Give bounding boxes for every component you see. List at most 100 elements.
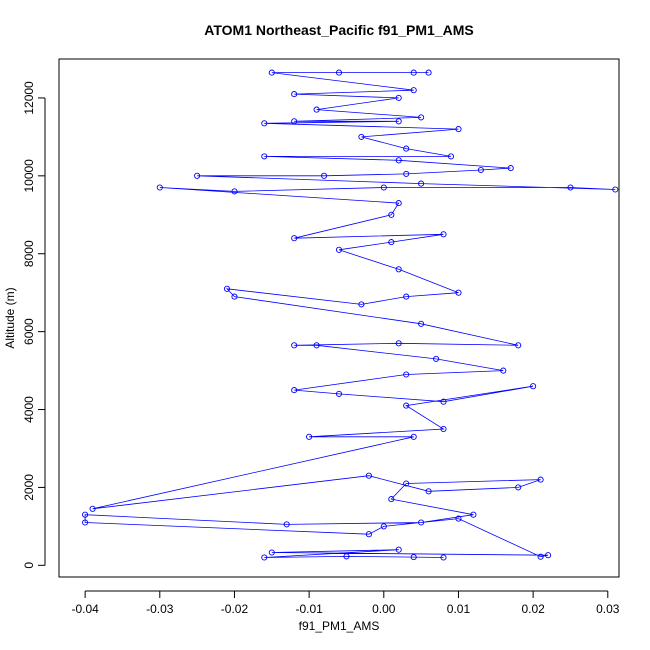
data-series [82,69,619,561]
data-point [515,484,522,491]
x-axis: -0.04 -0.03 -0.02 -0.01 0.00 0.01 0.02 0.03 [71,590,620,616]
y-axis: 0 2000 4000 6000 8000 10000 12000 [22,81,46,569]
x-tick-label: -0.04 [71,602,99,616]
data-point [612,186,619,193]
data-point [388,496,395,503]
data-point [440,425,447,433]
data-point [500,367,507,374]
data-point [410,69,417,76]
data-point [335,69,343,76]
chart-title: ATOM1 Northeast_Pacific f91_PM1_AMS [204,22,473,38]
data-point [403,293,410,300]
x-tick-label: -0.02 [221,602,249,616]
data-point [380,184,387,191]
x-tick-label: 0.03 [596,602,620,616]
data-point [403,402,410,409]
data-point [388,239,395,246]
data-point [395,157,402,164]
data-point [418,180,425,187]
data-point [231,293,238,300]
y-tick-label: 10000 [22,159,36,193]
data-point [306,433,313,440]
data-point [395,200,402,207]
data-point [418,320,425,327]
data-point [403,145,410,152]
data-point [268,69,275,76]
data-point [388,211,395,218]
y-tick-label: 0 [22,562,36,569]
data-point [395,546,402,553]
data-point [291,235,298,242]
data-point [261,554,268,561]
data-point [507,165,514,172]
data-point [223,285,231,292]
data-point [335,390,343,397]
data-point [261,153,268,160]
data-point [380,523,387,530]
data-point [395,340,402,347]
data-point [291,342,298,349]
y-tick-label: 6000 [22,318,36,345]
data-point [447,153,455,160]
series-line [84,72,616,558]
x-tick-label: 0.02 [521,602,545,616]
data-point [313,106,320,113]
data-point [358,301,365,308]
data-point [410,433,417,440]
data-point [395,266,402,273]
y-tick-label: 4000 [22,396,36,423]
data-point [358,133,365,140]
data-point [545,552,552,559]
data-point [530,383,537,390]
data-point [403,480,410,487]
data-point [455,289,462,296]
plot-frame [58,58,620,578]
data-point [537,553,544,560]
y-tick-label: 2000 [22,474,36,501]
data-point [321,172,328,179]
data-point [82,511,89,518]
data-point [403,371,410,378]
data-point [194,172,201,179]
data-point [365,531,372,538]
data-point [440,554,447,561]
data-point [470,511,477,518]
data-point [82,519,89,526]
data-point [156,184,163,191]
data-point [403,170,410,177]
data-point [440,231,447,238]
x-axis-label: f91_PM1_AMS [299,619,380,633]
y-tick-label: 12000 [22,81,36,115]
x-tick-label: 0.01 [447,602,471,616]
y-axis-label: Altitude (m) [3,287,17,348]
data-point [291,91,298,98]
x-tick-label: -0.03 [146,602,174,616]
data-point [455,515,462,522]
data-point [343,553,350,560]
data-point [261,120,268,127]
data-point [291,118,298,125]
data-point [395,118,402,125]
data-point [440,398,447,405]
data-point [433,355,440,362]
data-point [365,472,372,479]
data-point [537,476,544,483]
x-tick-label: -0.01 [295,602,323,616]
data-point [410,554,417,561]
data-point [425,69,432,76]
data-point [89,505,96,512]
data-point [410,87,417,94]
data-point [313,342,320,349]
data-point [425,488,432,495]
data-point [515,342,522,349]
data-point [455,126,462,133]
data-point [268,549,275,556]
data-point [418,114,425,121]
y-tick-label: 8000 [22,240,36,267]
data-point [395,94,402,101]
data-point [335,246,343,253]
data-point [567,184,574,191]
